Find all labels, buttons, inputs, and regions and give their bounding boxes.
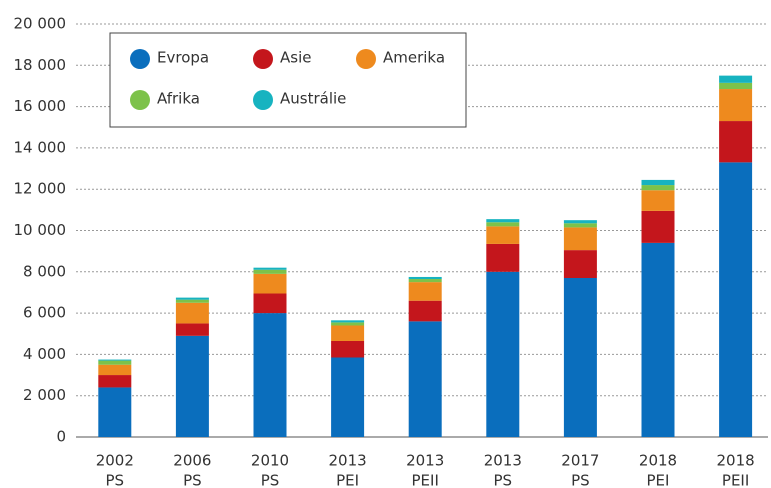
bar-segment bbox=[175, 297, 209, 300]
x-tick-label: 2013 bbox=[406, 452, 444, 470]
bar-segment bbox=[408, 300, 442, 322]
x-tick-label: PS bbox=[261, 472, 280, 488]
x-tick-label: PS bbox=[571, 472, 590, 488]
bar-segment bbox=[253, 273, 287, 294]
bar-segment bbox=[719, 75, 753, 83]
y-tick-label: 20 000 bbox=[14, 15, 67, 33]
bar-segment bbox=[253, 293, 287, 314]
bar-segment bbox=[253, 313, 287, 437]
legend-label: Amerika bbox=[383, 49, 445, 67]
bar-segment bbox=[563, 277, 597, 437]
bar-segment bbox=[175, 323, 209, 336]
y-tick-label: 6 000 bbox=[23, 304, 66, 322]
bar-segment bbox=[98, 359, 132, 361]
y-tick-label: 4 000 bbox=[23, 345, 66, 363]
bar-segment bbox=[641, 185, 675, 191]
bar-segment bbox=[641, 242, 675, 437]
bar-segment bbox=[719, 82, 753, 90]
bar-segment bbox=[486, 271, 520, 437]
legend-box bbox=[109, 32, 467, 128]
bar-segment bbox=[641, 210, 675, 243]
x-tick-label: 2010 bbox=[251, 452, 289, 470]
y-tick-label: 14 000 bbox=[14, 138, 67, 156]
x-tick-label: 2013 bbox=[329, 452, 367, 470]
legend-label: Asie bbox=[280, 49, 311, 67]
bar-segment bbox=[563, 250, 597, 278]
bar-segment bbox=[719, 162, 753, 438]
x-tick-label: 2002 bbox=[96, 452, 134, 470]
y-tick-label: 16 000 bbox=[14, 97, 67, 115]
bar-segment bbox=[486, 222, 520, 227]
x-tick-label: 2018 bbox=[639, 452, 677, 470]
y-tick-label: 12 000 bbox=[14, 180, 67, 198]
y-tick-label: 0 bbox=[56, 428, 66, 446]
bar-segment bbox=[408, 276, 442, 280]
bar-segment bbox=[408, 321, 442, 437]
bar-segment bbox=[563, 220, 597, 224]
y-tick-label: 2 000 bbox=[23, 386, 66, 404]
legend-marker bbox=[130, 49, 150, 69]
x-tick-label: PS bbox=[494, 472, 513, 488]
bar-segment bbox=[408, 282, 442, 301]
x-tick-label: 2013 bbox=[484, 452, 522, 470]
y-tick-label: 10 000 bbox=[14, 221, 67, 239]
legend-marker bbox=[253, 49, 273, 69]
legend-marker bbox=[356, 49, 376, 69]
bar-segment bbox=[641, 190, 675, 211]
x-tick-label: 2006 bbox=[173, 452, 211, 470]
bar-segment bbox=[331, 322, 365, 326]
x-tick-label: PEII bbox=[722, 472, 749, 488]
bar-segment bbox=[563, 227, 597, 251]
y-tick-label: 18 000 bbox=[14, 56, 67, 74]
bar-segment bbox=[98, 360, 132, 365]
bar-segment bbox=[408, 279, 442, 283]
bar-segment bbox=[331, 320, 365, 323]
bar-segment bbox=[719, 121, 753, 163]
bar-segment bbox=[486, 219, 520, 223]
legend-label: Evropa bbox=[157, 49, 209, 67]
bar-segment bbox=[253, 267, 287, 270]
bar-segment bbox=[175, 335, 209, 437]
bar-segment bbox=[563, 223, 597, 228]
bar-segment bbox=[486, 243, 520, 272]
legend-marker bbox=[253, 90, 273, 110]
bar-segment bbox=[253, 269, 287, 274]
x-tick-label: 2018 bbox=[717, 452, 755, 470]
legend-label: Afrika bbox=[157, 90, 200, 108]
x-tick-label: 2017 bbox=[561, 452, 599, 470]
bar-segment bbox=[98, 364, 132, 376]
bar-segment bbox=[486, 226, 520, 244]
bar-segment bbox=[331, 340, 365, 358]
x-tick-label: PEI bbox=[336, 472, 359, 488]
bar-segment bbox=[331, 357, 365, 437]
bar-segment bbox=[331, 325, 365, 341]
bar-segment bbox=[175, 302, 209, 324]
legend-marker bbox=[130, 90, 150, 110]
bar-segment bbox=[98, 375, 132, 388]
x-tick-label: PS bbox=[106, 472, 125, 488]
x-tick-label: PEI bbox=[647, 472, 670, 488]
x-tick-label: PEII bbox=[412, 472, 439, 488]
legend-label: Austrálie bbox=[280, 90, 346, 108]
bar-segment bbox=[641, 179, 675, 186]
x-tick-label: PS bbox=[183, 472, 202, 488]
bar-segment bbox=[175, 299, 209, 303]
bar-segment bbox=[98, 387, 132, 437]
bar-segment bbox=[719, 89, 753, 122]
y-tick-label: 8 000 bbox=[23, 262, 66, 280]
